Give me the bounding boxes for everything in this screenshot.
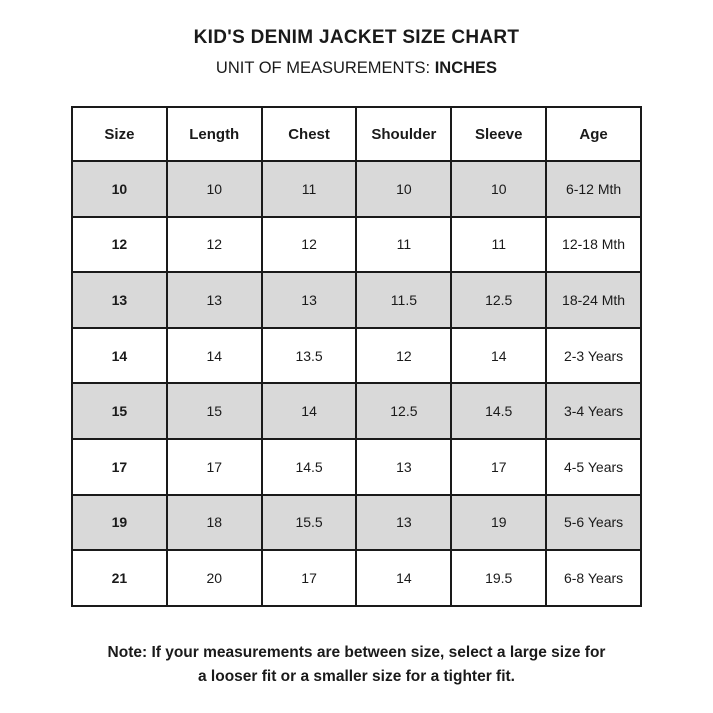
table-cell: 19 (450, 493, 548, 552)
size-cell: 13 (71, 271, 168, 329)
table-row: 13 13 13 11.5 12.5 18-24 Mth (71, 271, 642, 329)
table-cell: 10 (355, 160, 453, 218)
table-cell: 12 (260, 215, 358, 274)
table-cell: 3-4 Years (545, 382, 642, 440)
note-line-1: Note: If your measurements are between s… (107, 643, 606, 661)
table-row: 10 10 11 10 10 6-12 Mth (71, 160, 642, 218)
size-cell: 14 (71, 326, 168, 385)
table-cell: 19.5 (450, 549, 548, 607)
table-cell: 14 (165, 326, 263, 385)
note-text: Note: If your measurements are between s… (108, 641, 606, 689)
table-cell: 12.5 (450, 271, 548, 329)
table-cell: 20 (165, 549, 263, 607)
table-cell: 17 (165, 437, 263, 496)
page-title: KID'S DENIM JACKET SIZE CHART (193, 27, 520, 48)
table-row: 14 14 13.5 12 14 2-3 Years (71, 326, 642, 385)
size-cell: 19 (71, 493, 168, 552)
table-cell: 6-8 Years (545, 549, 642, 607)
table-cell: 11 (450, 215, 548, 274)
column-header-length: Length (165, 106, 263, 162)
table-cell: 13.5 (260, 326, 358, 385)
table-cell: 11.5 (355, 271, 453, 329)
table-cell: 11 (355, 215, 453, 274)
table-cell: 12-18 Mth (545, 215, 642, 274)
subtitle-prefix: UNIT OF MEASUREMENTS: (215, 59, 435, 77)
size-cell: 17 (71, 437, 168, 496)
column-header-chest: Chest (260, 106, 358, 162)
table-cell: 4-5 Years (545, 437, 642, 496)
table-cell: 17 (260, 549, 358, 607)
table-cell: 14 (260, 382, 358, 440)
table-cell: 6-12 Mth (545, 160, 642, 218)
table-row: 12 12 12 11 11 12-18 Mth (71, 215, 642, 274)
column-header-size: Size (71, 106, 168, 162)
page-subtitle: UNIT OF MEASUREMENTS: INCHES (216, 59, 497, 78)
table-cell: 12.5 (355, 382, 453, 440)
note-line-2: a looser fit or a smaller size for a tig… (198, 667, 515, 685)
table-cell: 15 (165, 382, 263, 440)
table-cell: 18 (165, 493, 263, 552)
table-header: Size Length Chest Shoulder Sleeve Age (71, 106, 642, 162)
header-row: Size Length Chest Shoulder Sleeve Age (71, 106, 642, 162)
table-cell: 14 (355, 549, 453, 607)
size-chart-table: Size Length Chest Shoulder Sleeve Age 10… (71, 106, 642, 607)
column-header-shoulder: Shoulder (355, 106, 453, 162)
size-cell: 10 (71, 160, 168, 218)
table-cell: 14.5 (450, 382, 548, 440)
table-cell: 2-3 Years (545, 326, 642, 385)
table-row: 17 17 14.5 13 17 4-5 Years (71, 437, 642, 496)
table-cell: 10 (450, 160, 548, 218)
table-cell: 12 (165, 215, 263, 274)
table-cell: 15.5 (260, 493, 358, 552)
subtitle-unit: INCHES (434, 59, 498, 77)
table-row: 15 15 14 12.5 14.5 3-4 Years (71, 382, 642, 440)
table-cell: 13 (165, 271, 263, 329)
column-header-age: Age (545, 106, 642, 162)
column-header-sleeve: Sleeve (450, 106, 548, 162)
table-cell: 5-6 Years (545, 493, 642, 552)
size-cell: 12 (71, 215, 168, 274)
table-cell: 10 (165, 160, 263, 218)
size-cell: 15 (71, 382, 168, 440)
table-cell: 13 (355, 493, 453, 552)
table-cell: 14 (450, 326, 548, 385)
table-row: 19 18 15.5 13 19 5-6 Years (71, 493, 642, 552)
table-cell: 13 (260, 271, 358, 329)
table-cell: 12 (355, 326, 453, 385)
table-cell: 14.5 (260, 437, 358, 496)
size-cell: 21 (71, 549, 168, 607)
table-cell: 18-24 Mth (545, 271, 642, 329)
table-row: 21 20 17 14 19.5 6-8 Years (71, 549, 642, 607)
table-cell: 13 (355, 437, 453, 496)
table-cell: 11 (260, 160, 358, 218)
size-table-body: 10 10 11 10 10 6-12 Mth 12 12 12 11 11 12-18 Mth 13 1… (71, 160, 642, 607)
table-cell: 17 (450, 437, 548, 496)
